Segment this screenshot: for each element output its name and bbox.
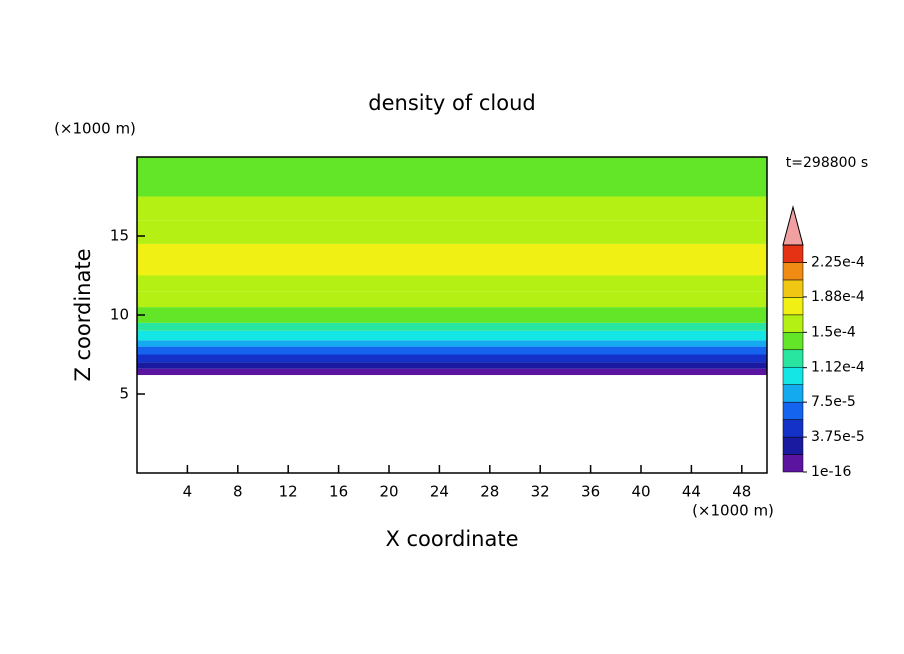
chart-title: density of cloud [368, 91, 535, 115]
contour-band [137, 291, 767, 308]
colorbar: 1e-16 3.75e-5 7.5e-5 1.12e-4 1.5e-4 1.88e-4 2.… [782, 205, 865, 480]
x-tick-label: 32 [531, 483, 550, 501]
x-unit: (×1000 m) [692, 502, 774, 520]
y-tick-label: 15 [110, 227, 129, 245]
contour-band [137, 157, 767, 197]
colorbar-tick-label: 7.5e-5 [811, 394, 856, 410]
colorbar-tick-label: 3.75e-5 [811, 429, 865, 445]
contour-band [137, 354, 767, 363]
y-tick-label: 10 [110, 306, 129, 324]
colorbar-tick-label: 1.12e-4 [811, 360, 865, 376]
colorbar-tick-label: 2.25e-4 [811, 254, 865, 270]
colorbar-box [782, 297, 804, 316]
x-tick-label: 28 [480, 483, 499, 501]
time-label: t=298800 s [786, 155, 868, 171]
y-tick-label: 5 [119, 385, 129, 403]
colorbar-over [782, 205, 804, 246]
x-tick-label: 40 [631, 483, 650, 501]
contour-band [137, 220, 767, 244]
colorbar-box [782, 401, 804, 420]
contour-band [137, 330, 767, 341]
colorbar-box [782, 419, 804, 438]
colorbar-box [782, 436, 804, 455]
colorbar-box [782, 262, 804, 281]
field [137, 157, 767, 376]
colorbar-tick-label: 1e-16 [811, 464, 851, 480]
colorbar-box [782, 384, 804, 403]
y-axis-label: Z coordinate [71, 248, 95, 381]
colorbar-box [782, 244, 804, 263]
x-tick-label: 4 [183, 483, 193, 501]
colorbar-box [782, 349, 804, 368]
colorbar-tick-label: 1.88e-4 [811, 289, 865, 305]
x-tick-label: 8 [233, 483, 243, 501]
y-unit: (×1000 m) [54, 120, 136, 138]
contour-band [137, 346, 767, 355]
colorbar-box [782, 314, 804, 333]
contour-band [137, 196, 767, 221]
colorbar-box [782, 454, 804, 473]
colorbar-box [782, 366, 804, 385]
contour-band [137, 368, 767, 376]
x-tick-label: 12 [279, 483, 298, 501]
x-tick-label: 36 [581, 483, 600, 501]
contour-band [137, 322, 767, 331]
colorbar-box [782, 332, 804, 351]
x-tick-label: 48 [732, 483, 751, 501]
contour-band [137, 275, 767, 292]
x-tick-label: 16 [329, 483, 348, 501]
x-tick-label: 44 [682, 483, 701, 501]
colorbar-box [782, 279, 804, 298]
contour-band [137, 307, 767, 323]
x-axis-label: X coordinate [385, 527, 518, 551]
contour-band [137, 340, 767, 347]
contour-band [137, 243, 767, 276]
colorbar-tick-label: 1.5e-4 [811, 324, 856, 340]
contour-band [137, 362, 767, 369]
x-tick-label: 20 [379, 483, 398, 501]
x-tick-label: 24 [430, 483, 449, 501]
